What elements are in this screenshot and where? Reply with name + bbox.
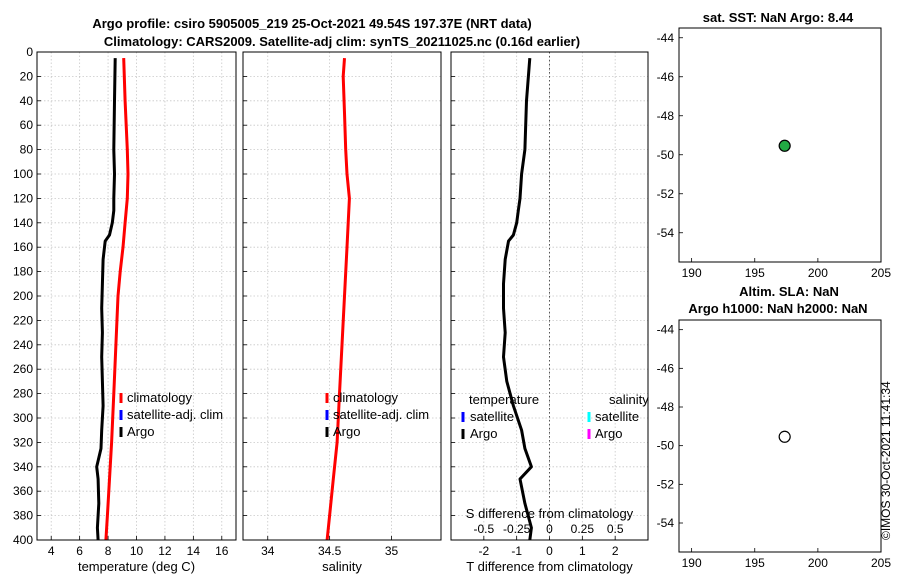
- sst_map-ytick-label: -52: [657, 187, 675, 201]
- sla_map-title: Altim. SLA: NaN: [739, 284, 839, 299]
- depth-tick-label: 340: [13, 460, 33, 474]
- salinity-legend-label: Argo: [333, 424, 360, 439]
- sla_map-panel: 190 195 200 205 -44 -46 -48 -50 -52 -54 Altim. SLA…: [657, 284, 892, 570]
- sst_map-xtick-label: 200: [808, 266, 828, 280]
- depth-tick-label: 400: [13, 533, 33, 547]
- legend-salinity-label: satellite: [595, 409, 639, 424]
- sla_map-ytick-label: -52: [657, 477, 675, 491]
- temperature-xlabel: temperature (deg C): [78, 559, 195, 574]
- sst_map-xtick-label: 190: [682, 266, 702, 280]
- temperature-series-climatology: [104, 58, 130, 541]
- sst_map-panel: 190 195 200 205 -44 -46 -48 -50 -52 -54 sat. SST: …: [657, 10, 892, 280]
- sst_map-xtick-label: 195: [745, 266, 765, 280]
- depth-tick-label: 40: [20, 94, 34, 108]
- legend-temperature-label: satellite: [470, 409, 514, 424]
- sla_map-xtick-label: 195: [745, 556, 765, 570]
- sla_map-ytick-label: -50: [657, 439, 675, 453]
- difference-top-label: S difference from climatology: [466, 506, 634, 521]
- temperature-xtick-label: 4: [48, 544, 55, 558]
- temperature-frame: [36, 51, 237, 541]
- legend-temperature-label: Argo: [470, 426, 497, 441]
- temperature-legend-label: satellite-adj. clim: [127, 407, 223, 422]
- salinity-xlabel: salinity: [322, 559, 362, 574]
- sst_map-ytick-label: -50: [657, 148, 675, 162]
- depth-tick-label: 220: [13, 313, 33, 327]
- sst_map-ytick-label: -54: [657, 226, 675, 240]
- sst_map-ytick-label: -44: [657, 31, 675, 45]
- sla_map-xtick-label: 190: [682, 556, 702, 570]
- sla_map-ytick-label: -44: [657, 323, 675, 337]
- temperature-series-argo: [95, 58, 117, 541]
- depth-tick-label: 80: [20, 143, 34, 157]
- sst_map-profile-marker: [778, 139, 791, 152]
- salinity-xtick-label: 34.5: [318, 544, 342, 558]
- legend-temperature-header: temperature: [469, 392, 539, 407]
- depth-tick-label: 180: [13, 265, 33, 279]
- temperature-legend-label: climatology: [127, 390, 193, 405]
- sla_map-ytick-label: -54: [657, 516, 675, 530]
- depth-tick-label: 280: [13, 387, 33, 401]
- depth-tick-label: 320: [13, 435, 33, 449]
- depth-tick-label: 360: [13, 484, 33, 498]
- salinity-legend-label: satellite-adj. clim: [333, 407, 429, 422]
- difference-s-tick-label: -0.5: [473, 522, 494, 536]
- temperature-xtick-label: 10: [130, 544, 144, 558]
- difference-xlabel: T difference from climatology: [466, 559, 633, 574]
- sst_map-title: sat. SST: NaN Argo: 8.44: [703, 10, 854, 25]
- salinity-xtick-label: 35: [385, 544, 399, 558]
- depth-tick-label: 20: [20, 69, 34, 83]
- depth-tick-label: 60: [20, 118, 34, 132]
- salinity-legend-label: climatology: [333, 390, 399, 405]
- difference-s-tick-label: 0.5: [607, 522, 624, 536]
- sst_map-ytick-label: -46: [657, 70, 675, 84]
- difference-xtick-label: 1: [579, 544, 586, 558]
- sla_map-ytick-label: -48: [657, 400, 675, 414]
- depth-tick-label: 200: [13, 289, 33, 303]
- temperature-xtick-label: 12: [158, 544, 172, 558]
- depth-tick-label: 260: [13, 362, 33, 376]
- temperature-xtick-label: 8: [105, 544, 112, 558]
- legend-salinity-label: Argo: [595, 426, 622, 441]
- salinity-panel: 34 34.5 35 salinity climatology satellite-adj…: [242, 51, 442, 574]
- difference-series-t-argo-clim: [502, 57, 533, 541]
- temperature-legend-label: Argo: [127, 424, 154, 439]
- depth-tick-label: 380: [13, 509, 33, 523]
- depth-tick-label: 120: [13, 191, 33, 205]
- temperature-panel: 4 6 8 10 12 14 1602040608010012014016018020022…: [13, 45, 237, 574]
- title-line-2: Climatology: CARS2009. Satellite-adj cli…: [104, 34, 580, 49]
- temperature-xtick-label: 6: [76, 544, 83, 558]
- sst_map-ytick-label: -48: [657, 109, 675, 123]
- plot-area: 4 6 8 10 12 14 1602040608010012014016018020022…: [13, 10, 891, 574]
- difference-s-tick-label: 0.25: [571, 522, 595, 536]
- difference-xtick-label: -1: [511, 544, 522, 558]
- sla_map-profile-marker: [778, 430, 791, 443]
- temperature-xtick-label: 14: [187, 544, 201, 558]
- sst_map-xtick-label: 205: [871, 266, 891, 280]
- salinity-frame: [242, 51, 442, 541]
- title-line-1: Argo profile: csiro 5905005_219 25-Oct-2…: [92, 16, 531, 31]
- difference-s-tick-label: 0: [546, 522, 553, 536]
- difference-s-tick-label: -0.25: [503, 522, 531, 536]
- imos-watermark: ©IMOS 30-Oct-2021 11:41:34: [879, 381, 893, 540]
- difference-xtick-label: -2: [478, 544, 489, 558]
- sla_map-ytick-label: -46: [657, 361, 675, 375]
- temperature-xtick-label: 16: [215, 544, 229, 558]
- depth-tick-label: 160: [13, 240, 33, 254]
- depth-tick-label: 240: [13, 338, 33, 352]
- difference-xtick-label: 0: [546, 544, 553, 558]
- depth-tick-label: 0: [26, 45, 33, 59]
- salinity-series-climatology: [325, 57, 351, 541]
- depth-tick-label: 100: [13, 167, 33, 181]
- difference-frame: [450, 51, 649, 541]
- sla_map-xtick-label: 205: [871, 556, 891, 570]
- difference-xtick-label: 2: [612, 544, 619, 558]
- depth-tick-label: 140: [13, 216, 33, 230]
- salinity-xtick-label: 34: [261, 544, 275, 558]
- difference-panel: -2 -1 0 1 2T difference from climatology S di…: [450, 51, 649, 574]
- legend-salinity-header: salinity: [609, 392, 649, 407]
- sla_map-xtick-label: 200: [808, 556, 828, 570]
- sla_map-subtitle: Argo h1000: NaN h2000: NaN: [688, 301, 867, 316]
- depth-tick-label: 300: [13, 411, 33, 425]
